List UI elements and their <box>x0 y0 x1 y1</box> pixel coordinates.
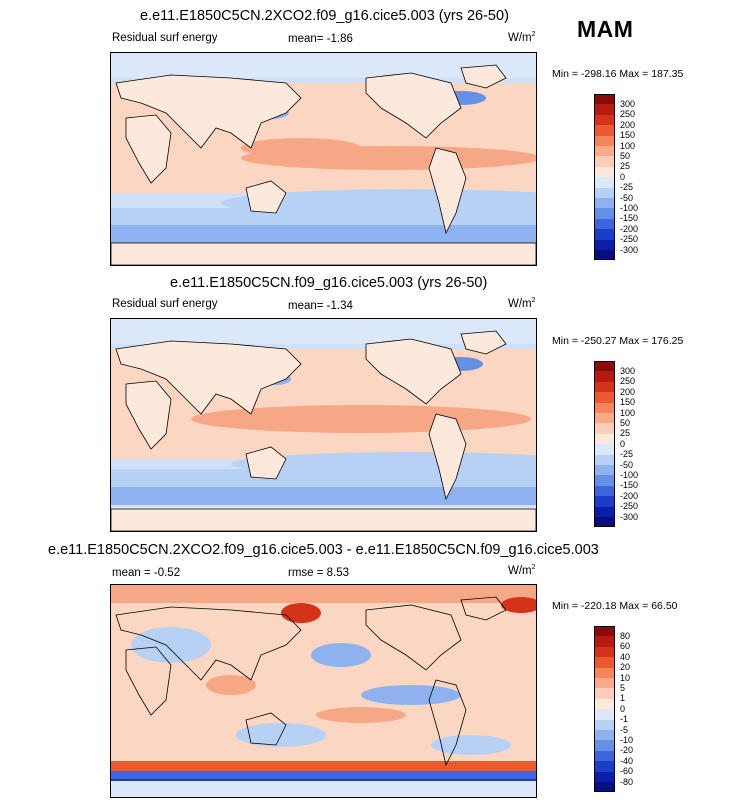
panel1-map <box>110 52 537 266</box>
colorbar-tick-label: -100 <box>620 202 639 213</box>
panel2-minmax: Min = -250.27 Max = 176.25 <box>552 335 684 347</box>
colorbar-tick-label: 300 <box>620 365 636 376</box>
colorbar-tick-label: -50 <box>620 192 634 203</box>
colorbar-tick-label: 1 <box>620 693 626 704</box>
colorbar-tick-label: 150 <box>620 130 636 141</box>
panel3-map <box>110 584 537 798</box>
colorbar-tick-label: 20 <box>620 662 631 673</box>
colorbar-tick-label: 0 <box>620 438 626 449</box>
panel1-left-label: Residual surf energy <box>112 32 218 44</box>
colorbar-tick-label: 250 <box>620 376 636 387</box>
colorbar-tick-label: -200 <box>620 490 639 501</box>
colorbar-tick-label: 200 <box>620 119 636 130</box>
colorbar-frame <box>594 361 615 528</box>
colorbar-tick-label: 100 <box>620 407 636 418</box>
colorbar-tick-label: 10 <box>620 672 631 683</box>
colorbar-frame <box>594 626 615 793</box>
panel2-left-label: Residual surf energy <box>112 298 218 310</box>
colorbar-tick-label: 25 <box>620 161 631 172</box>
panel2-units: W/m2 <box>508 297 536 310</box>
colorbar-tick-label: 25 <box>620 428 631 439</box>
colorbar-tick-label: 150 <box>620 397 636 408</box>
colorbar-tick-label: 40 <box>620 651 631 662</box>
colorbar-tick-label: 0 <box>620 171 626 182</box>
colorbar-tick-label: -300 <box>620 244 639 255</box>
colorbar-tick-label: 50 <box>620 150 631 161</box>
colorbar-tick-label: -200 <box>620 223 639 234</box>
panel2-mean-label: mean= -1.34 <box>288 300 353 312</box>
colorbar-tick-label: -60 <box>620 766 634 777</box>
colorbar-tick-label: 0 <box>620 703 626 714</box>
colorbar-tick-label: 200 <box>620 386 636 397</box>
colorbar-tick-label: -40 <box>620 755 634 766</box>
panel1-units: W/m2 <box>508 31 536 44</box>
panel1-title: e.e11.E1850C5CN.2XCO2.f09_g16.cice5.003 … <box>140 8 509 24</box>
colorbar-tick-label: -150 <box>620 213 639 224</box>
colorbar-tick-label: -300 <box>620 511 639 522</box>
colorbar-tick-label: 80 <box>620 630 631 641</box>
colorbar-tick-label: 100 <box>620 140 636 151</box>
panel3-units: W/m2 <box>508 564 536 577</box>
colorbar-tick-label: 60 <box>620 641 631 652</box>
colorbar-tick-label: -50 <box>620 459 634 470</box>
colorbar-tick-label: -10 <box>620 734 634 745</box>
colorbar-tick-label: -20 <box>620 745 634 756</box>
colorbar-tick-label: -80 <box>620 776 634 787</box>
colorbar-tick-label: -5 <box>620 724 629 735</box>
colorbar-tick-label: 250 <box>620 109 636 120</box>
colorbar-tick-label: -25 <box>620 182 634 193</box>
panel3-minmax: Min = -220.18 Max = 66.50 <box>552 600 678 612</box>
colorbar-tick-label: 50 <box>620 417 631 428</box>
panel2-map <box>110 318 537 532</box>
colorbar-tick-label: -1 <box>620 714 629 725</box>
colorbar-tick-label: 5 <box>620 682 626 693</box>
colorbar-tick-label: -150 <box>620 480 639 491</box>
colorbar-tick-label: 300 <box>620 98 636 109</box>
colorbar-tick-label: -100 <box>620 469 639 480</box>
panel2-title: e.e11.E1850C5CN.f09_g16.cice5.003 (yrs 2… <box>170 275 488 291</box>
colorbar-frame <box>594 94 615 261</box>
colorbar-tick-label: -25 <box>620 449 634 460</box>
season-label: MAM <box>577 16 634 42</box>
panel1-minmax: Min = -298.16 Max = 187.35 <box>552 68 684 80</box>
panel1-mean-label: mean= -1.86 <box>288 33 353 45</box>
colorbar-tick-label: -250 <box>620 501 639 512</box>
panel3-left-label: mean = -0.52 <box>112 567 181 579</box>
colorbar-tick-label: -250 <box>620 234 639 245</box>
panel3-mean-label: rmse = 8.53 <box>288 567 350 579</box>
panel3-title: e.e11.E1850C5CN.2XCO2.f09_g16.cice5.003 … <box>48 542 599 558</box>
